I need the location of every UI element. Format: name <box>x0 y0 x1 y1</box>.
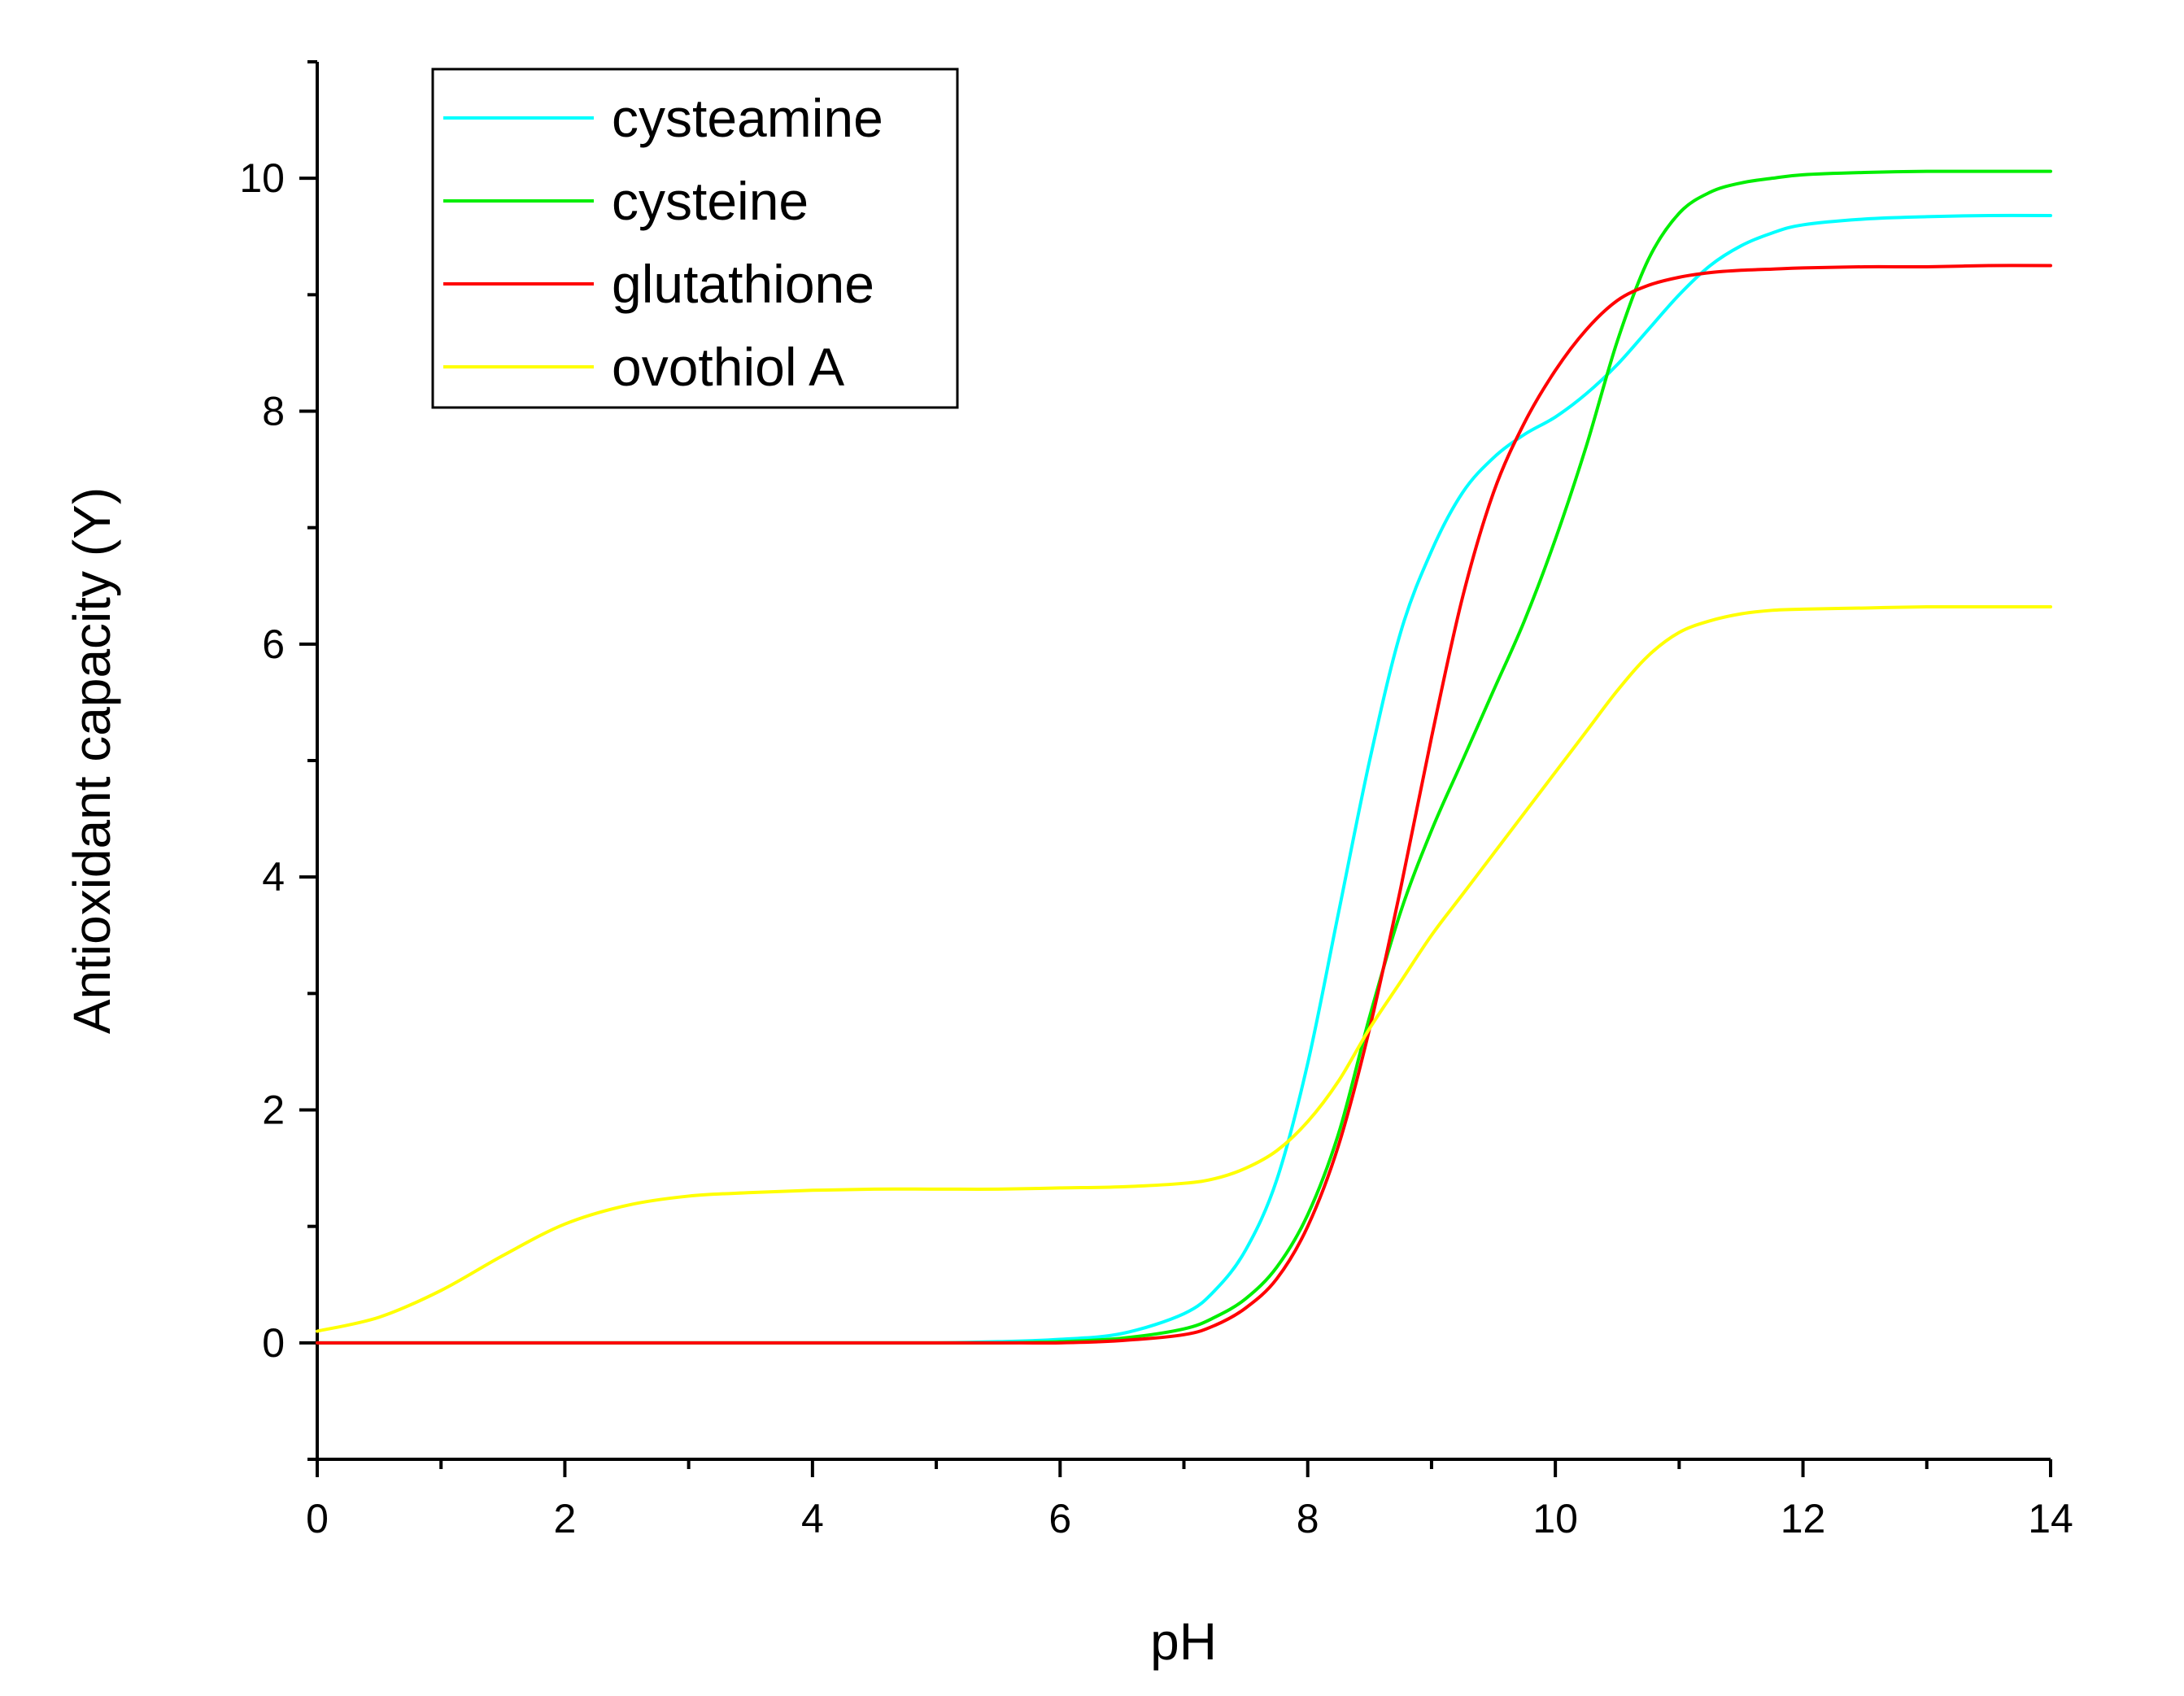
series-line-ovothiol-a <box>316 604 2052 1333</box>
y-tick-label: 2 <box>262 1088 285 1133</box>
legend-label-cysteamine: cysteamine <box>612 88 883 148</box>
x-axis-title: pH <box>1150 1612 1217 1671</box>
y-tick-label: 8 <box>262 389 285 434</box>
legend-label-cysteine: cysteine <box>612 171 809 231</box>
x-ticks: 0 2 4 6 8 10 12 14 <box>306 1459 2073 1541</box>
x-tick-label: 10 <box>1532 1496 1578 1541</box>
legend-label-glutathione: glutathione <box>612 254 874 314</box>
x-tick-label: 0 <box>306 1496 329 1541</box>
legend: cysteamine cysteine glutathione ovothiol A <box>431 68 959 409</box>
series-group <box>316 169 2052 1345</box>
legend-frame <box>431 68 959 409</box>
series-line-glutathione <box>316 264 2052 1345</box>
legend-label-ovothiol-a: ovothiol A <box>612 337 844 397</box>
x-tick-label: 12 <box>1781 1496 1826 1541</box>
y-tick-label: 4 <box>262 854 285 900</box>
y-tick-label: 6 <box>262 621 285 667</box>
x-tick-label: 8 <box>1297 1496 1319 1541</box>
x-tick-label: 4 <box>801 1496 824 1541</box>
y-tick-label: 10 <box>239 155 285 201</box>
y-ticks: 0 2 4 6 8 10 <box>239 60 317 1461</box>
y-axis-title: Antioxidant capacity (Y) <box>63 487 121 1034</box>
x-tick-label: 14 <box>2028 1496 2073 1541</box>
x-tick-label: 2 <box>554 1496 577 1541</box>
y-tick-label: 0 <box>262 1320 285 1366</box>
x-tick-label: 6 <box>1048 1496 1071 1541</box>
